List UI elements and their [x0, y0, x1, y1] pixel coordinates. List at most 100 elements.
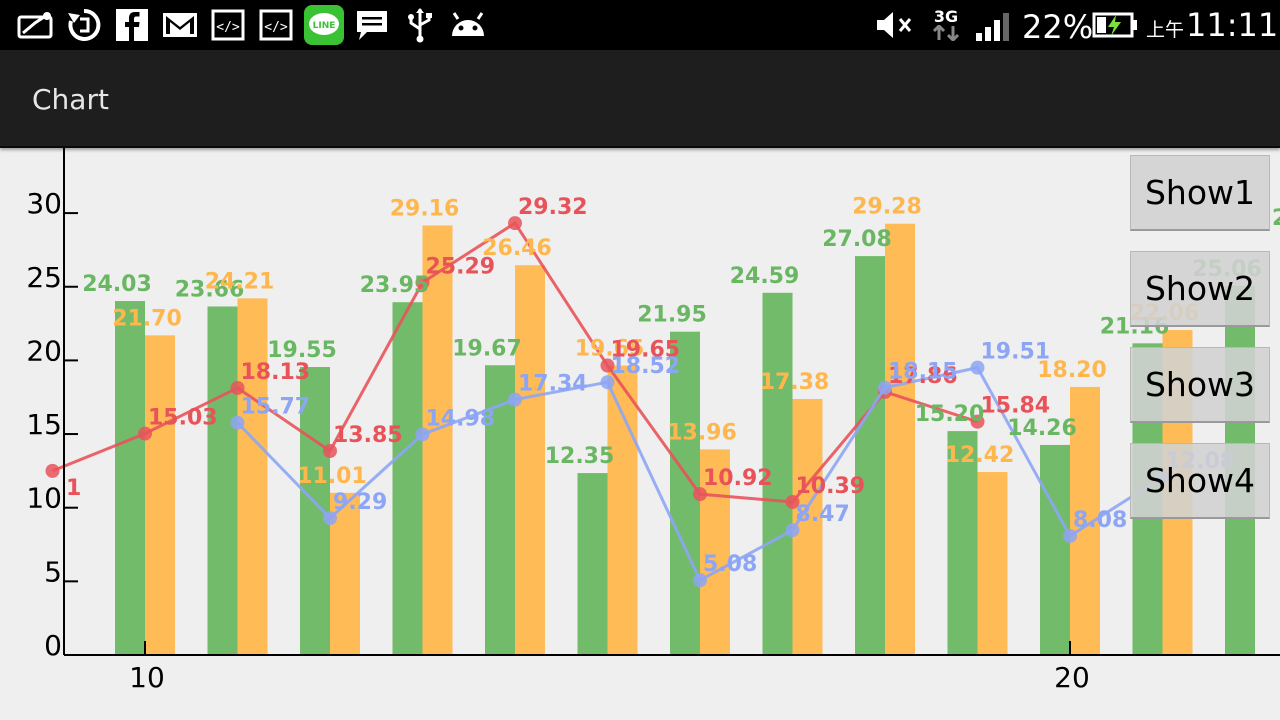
blue-series-point [415, 427, 430, 442]
status-bar: </> </> LINE 3G 22% 上午 11:11 [0, 0, 1280, 50]
red-point-value-label: 13.85 [333, 423, 403, 448]
green-bar [762, 292, 793, 655]
red-series-point [785, 494, 800, 509]
orange-bar-value-label: 21.70 [112, 306, 182, 331]
red-series-point [45, 463, 60, 478]
orange-bar-value-label: 29.16 [390, 196, 460, 221]
red-series-point [693, 487, 707, 502]
green-bar [947, 431, 978, 655]
orange-bar-value-label: 13.96 [667, 420, 737, 445]
show2-button[interactable]: Show2 [1130, 251, 1270, 327]
orange-bar [145, 335, 175, 655]
red-point-value-label: 29.32 [518, 195, 588, 220]
blue-series-point [970, 360, 985, 375]
blue-point-value-label: 18.15 [888, 360, 958, 385]
blue-point-value-label: 19.51 [981, 340, 1051, 365]
green-bar [392, 302, 423, 655]
code-icon: </> [258, 9, 294, 41]
blue-point-value-label: 8.08 [1073, 508, 1127, 533]
clock-ampm: 上午 [1146, 19, 1185, 41]
orange-bar-value-label: 17.38 [760, 370, 830, 395]
red-point-value-label: 10.92 [703, 466, 773, 491]
y-tick-label: 0 [44, 629, 62, 662]
blue-point-value-label: 14.98 [426, 406, 496, 431]
data-labels-layer: 24.03 23.66 19.55 23.95 19.67 12.35 21.95 24.59… [66, 195, 1280, 577]
green-bar-value-label: 24.03 [82, 272, 152, 297]
show3-button[interactable]: Show3 [1130, 347, 1270, 423]
orange-bar-value-label: 26.46 [482, 236, 552, 261]
blue-point-value-label: 18.52 [611, 354, 681, 379]
green-bar [1040, 444, 1070, 655]
red-point-value-label: 17.86 [888, 364, 958, 389]
y-tick-label: 5 [44, 555, 62, 588]
axes-layer: 0 5 10 15 20 25 30 10 20 [26, 148, 1280, 694]
green-bar-value-label: 27.08 [822, 227, 892, 252]
red-point-value-label: 10.39 [796, 474, 866, 499]
orange-bar-value-label: 24.21 [205, 269, 275, 294]
green-edge-label: 2 [1272, 206, 1280, 231]
notification-envelope-icon [16, 9, 56, 41]
blue-series-point [600, 375, 615, 390]
orange-bar [885, 223, 915, 655]
svg-text:LINE: LINE [313, 21, 336, 31]
blue-series-point [878, 380, 892, 395]
orange-bar-value-label: 29.28 [852, 195, 922, 220]
red-series-point [508, 216, 522, 231]
y-tick-label: 15 [26, 408, 62, 441]
red-point-value-label: 25.29 [426, 254, 496, 279]
green-bar-value-label: 19.55 [267, 338, 337, 363]
battery-percent: 22% [1022, 8, 1094, 46]
y-tick-label: 20 [26, 334, 62, 367]
line-app-icon: LINE [304, 5, 344, 45]
green-bar-value-label: 24.59 [730, 264, 800, 289]
blue-point-value-label: 17.34 [518, 372, 588, 397]
blue-point-value-label: 9.29 [333, 490, 387, 515]
orange-bar [422, 225, 453, 655]
green-bar [577, 473, 608, 655]
orange-bar-value-label: 11.01 [297, 464, 367, 489]
network-type-label: 3G [933, 7, 959, 26]
blue-point-value-label: 15.77 [241, 395, 311, 420]
green-bar-value-label: 23.95 [360, 273, 430, 298]
red-series-point [323, 443, 337, 458]
green-bar-value-label: 23.66 [175, 277, 245, 302]
green-bar-value-label: 15.20 [915, 402, 985, 427]
message-icon [354, 9, 390, 41]
show1-button[interactable]: Show1 [1130, 155, 1270, 231]
gmail-icon [160, 9, 200, 41]
red-series-point [138, 426, 152, 441]
green-bar-value-label: 14.26 [1007, 416, 1077, 441]
code-icon: </> [210, 9, 246, 41]
action-bar: Chart [0, 50, 1280, 148]
orange-bar [700, 449, 730, 655]
orange-bar [237, 298, 268, 655]
orange-bar-value-label: 19.65 [575, 337, 645, 362]
x-tick-label: 20 [1054, 661, 1090, 694]
red-point-value-label: 15.84 [981, 394, 1051, 419]
red-series-point [600, 358, 615, 373]
orange-bar [977, 472, 1008, 655]
y-tick-label: 25 [26, 261, 62, 294]
red-point-value-label: 19.65 [611, 338, 681, 363]
chart[interactable]: 24.03 23.66 19.55 23.95 19.67 12.35 21.95 24.59… [0, 148, 1280, 720]
orange-bar [515, 265, 545, 655]
blue-point-value-label: 8.47 [796, 502, 850, 527]
blue-series-point [693, 573, 707, 588]
show4-button[interactable]: Show4 [1130, 443, 1270, 519]
app-title: Chart [32, 83, 109, 116]
orange-bar-value-label: 18.20 [1037, 358, 1107, 383]
blue-series-point [1063, 528, 1077, 543]
red-series-point [230, 380, 245, 395]
red-point-value-label: 18.13 [241, 360, 311, 385]
lines-layer [45, 216, 1170, 588]
green-bar [485, 365, 515, 655]
signal-icon [974, 9, 1014, 41]
sync-icon [64, 8, 104, 41]
usb-icon [402, 8, 438, 43]
green-bar [115, 301, 145, 655]
green-bar [207, 306, 238, 655]
red-series-point [970, 414, 985, 429]
blue-series-point [785, 523, 800, 538]
red-series-point [415, 275, 430, 290]
red-edge-label: 1 [66, 476, 81, 501]
